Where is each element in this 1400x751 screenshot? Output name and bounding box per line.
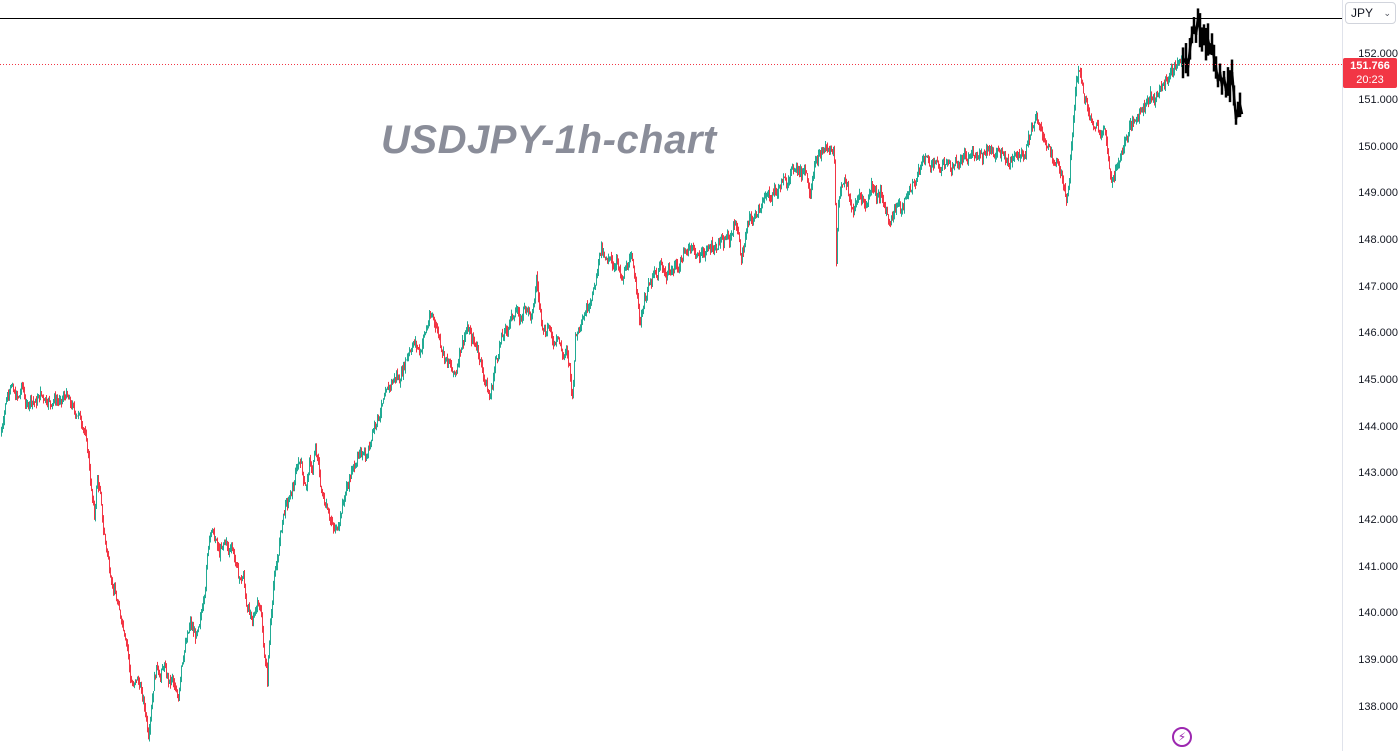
- chart-title-watermark: USDJPY-1h-chart: [381, 118, 717, 162]
- price-tick-label: 141.000: [1358, 560, 1398, 573]
- price-tick-label: 152.000: [1358, 47, 1398, 60]
- price-tick-label: 149.000: [1358, 187, 1398, 200]
- price-tick-label: 147.000: [1358, 280, 1398, 293]
- price-axis-divider: [1342, 0, 1343, 751]
- price-tick-label: 146.000: [1358, 327, 1398, 340]
- currency-select[interactable]: JPY ⌄: [1345, 2, 1396, 24]
- projection-layer: [1181, 8, 1244, 125]
- price-tick-label: 143.000: [1358, 467, 1398, 480]
- price-chart-plot[interactable]: [0, 0, 1342, 751]
- bar-countdown: 20:23: [1356, 74, 1384, 86]
- price-tick-label: 148.000: [1358, 234, 1398, 247]
- price-tick-label: 139.000: [1358, 653, 1398, 666]
- price-tick-label: 140.000: [1358, 607, 1398, 620]
- reference-lines-layer: [0, 18, 1342, 65]
- price-tick-label: 138.000: [1358, 700, 1398, 713]
- lightning-icon[interactable]: ⚡: [1172, 727, 1192, 747]
- last-price-tag: 151.766 20:23: [1343, 58, 1397, 88]
- currency-label: JPY: [1351, 6, 1374, 20]
- price-axis[interactable]: 152.000 151.000 150.000 149.000 148.000 147.0…: [1343, 0, 1400, 751]
- price-tick-label: 142.000: [1358, 514, 1398, 526]
- last-price-value: 151.766: [1350, 60, 1390, 72]
- candles-layer: [1, 55, 1182, 742]
- chevron-down-icon: ⌄: [1383, 7, 1391, 18]
- price-tick-label: 144.000: [1358, 420, 1398, 433]
- price-tick-label: 145.000: [1358, 374, 1398, 387]
- price-tick-label: 150.000: [1358, 140, 1398, 153]
- price-tick-label: 151.000: [1358, 94, 1398, 107]
